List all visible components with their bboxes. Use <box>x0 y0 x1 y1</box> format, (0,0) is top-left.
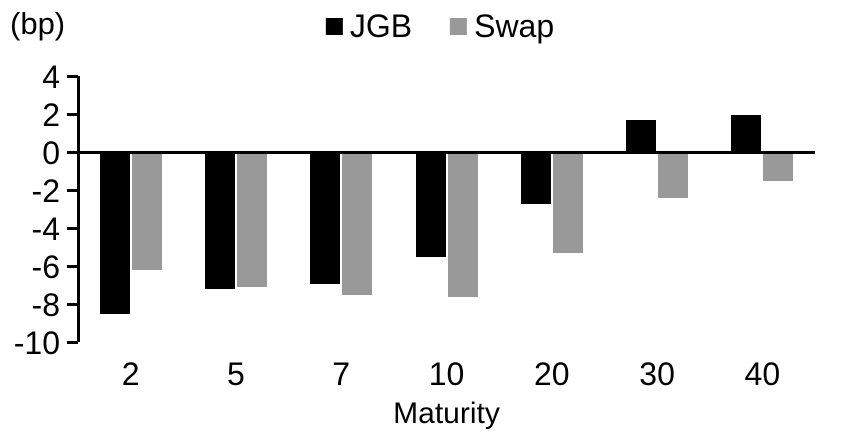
x-tick-label: 30 <box>639 356 675 392</box>
zero-baseline <box>78 151 815 154</box>
swap-swatch-icon <box>450 18 468 35</box>
x-tick-label: 5 <box>227 356 245 392</box>
y-tick-mark <box>67 303 78 306</box>
y-axis-unit-label: (bp) <box>10 6 66 41</box>
y-tick-mark <box>67 265 78 268</box>
y-tick-label: -6 <box>31 248 60 285</box>
y-tick-mark <box>67 151 78 154</box>
y-tick-mark <box>67 113 78 116</box>
bar-jgb-10 <box>415 152 446 257</box>
x-tick-label: 40 <box>744 356 781 392</box>
y-tick-label: -8 <box>31 286 60 323</box>
bar-swap-7 <box>342 152 373 295</box>
legend-item-swap: Swap <box>450 8 554 45</box>
y-tick-mark <box>67 227 78 230</box>
x-tick-label: 7 <box>332 356 351 392</box>
bar-swap-10 <box>447 152 478 297</box>
y-tick-mark <box>67 189 78 192</box>
bar-swap-40 <box>763 152 794 181</box>
legend-label-jgb: JGB <box>349 8 413 44</box>
y-tick-label: 0 <box>42 134 60 171</box>
legend-label-swap: Swap <box>474 8 555 44</box>
jgb-swatch-icon <box>325 18 343 35</box>
bar-jgb-40 <box>731 114 762 153</box>
legend-item-jgb: JGB <box>325 8 413 45</box>
y-tick-label: 2 <box>42 96 60 133</box>
x-tick-label: 10 <box>428 356 465 392</box>
y-tick-label: -4 <box>31 210 60 247</box>
y-tick-mark <box>67 341 78 344</box>
y-tick-label: -2 <box>31 172 60 209</box>
bar-swap-2 <box>131 152 162 271</box>
x-tick-label: 2 <box>121 356 140 392</box>
bar-jgb-7 <box>310 152 341 284</box>
y-tick-mark <box>67 75 78 78</box>
bar-jgb-20 <box>520 152 551 204</box>
bar-jgb-2 <box>99 152 130 314</box>
y-tick-label: -10 <box>13 324 60 361</box>
bar-swap-20 <box>552 152 583 254</box>
y-axis-line <box>77 76 80 342</box>
x-tick-label: 20 <box>533 356 570 392</box>
bar-jgb-5 <box>204 152 235 290</box>
bar-swap-30 <box>658 152 689 199</box>
bar-swap-5 <box>236 152 267 288</box>
legend: JGB Swap <box>325 8 554 45</box>
bar-jgb-30 <box>626 120 657 153</box>
y-tick-label: 4 <box>42 58 60 95</box>
x-axis-title: Maturity <box>393 397 500 430</box>
